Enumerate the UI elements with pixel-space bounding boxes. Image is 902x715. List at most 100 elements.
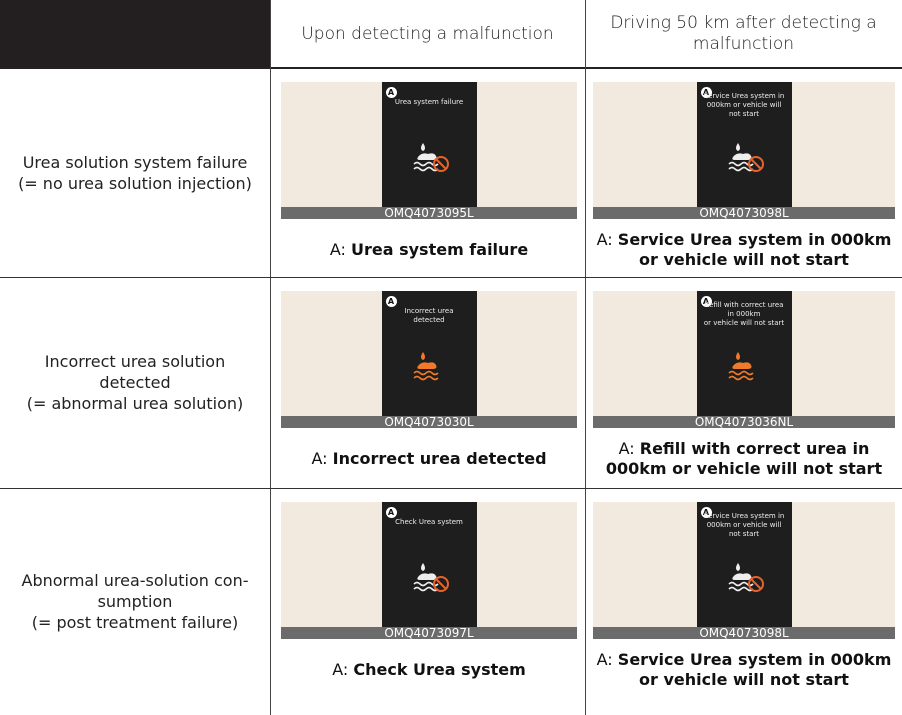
caption-line: A: Refill with correct urea in: [587, 439, 901, 459]
screen-image: A Refill with correct urea in 000km or vehi…: [593, 291, 895, 429]
caption-text: Check Urea system: [353, 660, 526, 679]
screen-text: Refill with correct urea in 000km or vehic…: [701, 301, 788, 328]
display-panel: A Incorrect urea detected: [381, 291, 477, 416]
label-line: (= post treatment failure): [31, 613, 239, 632]
caption-line: 000km or vehicle will not start: [587, 459, 901, 479]
rule: [0, 488, 902, 489]
caption-prefix: A:: [332, 660, 349, 679]
screen-line: 000km or vehicle will: [706, 521, 782, 529]
label-line: detected: [99, 373, 171, 392]
display-panel: A Urea system failure: [381, 82, 477, 207]
warning-icon: [725, 349, 765, 383]
badge: A: [700, 507, 712, 518]
screen-line: detected: [413, 316, 445, 324]
image-code: OMQ4073097L: [281, 627, 577, 640]
screen-text: Service Urea system in 000km or vehicle w…: [701, 512, 788, 539]
display-panel: A Service Urea system in 000km or vehicle …: [696, 502, 792, 627]
image-code: OMQ4073095L: [281, 207, 577, 220]
screen-text: Service Urea system in 000km or vehicle w…: [701, 92, 788, 119]
screen-line: Incorrect urea: [404, 307, 454, 315]
screen-image: A Service Urea system in 000km or vehicle …: [593, 82, 895, 220]
screen-line: Urea system failure: [394, 98, 464, 106]
column-rule: [585, 0, 586, 715]
caption-text: Refill with correct urea in: [639, 439, 870, 458]
screen-text: Incorrect urea detected: [386, 307, 473, 325]
warning-icon: [725, 140, 765, 174]
warning-icon: [410, 349, 450, 383]
row-label: Incorrect urea solution detected (= abnorm…: [0, 277, 270, 488]
badge: A: [700, 87, 712, 98]
display-panel: A Service Urea system in 000km or vehicle …: [696, 82, 792, 207]
caption-line: or vehicle will not start: [587, 670, 901, 690]
row-label: Abnormal urea-solution con-sumption (= po…: [0, 488, 270, 715]
caption-text: or vehicle will not start: [639, 250, 849, 269]
screen-image: A Incorrect urea detected OMQ4073030L: [281, 291, 577, 429]
screen-line: Refill with correct urea: [704, 301, 784, 309]
badge: A: [385, 296, 397, 307]
badge: A: [700, 296, 712, 307]
caption-prefix: A:: [311, 449, 328, 468]
image-code: OMQ4073098L: [593, 627, 895, 640]
caption: A: Refill with correct urea in 000km or v…: [587, 439, 901, 479]
caption-text: Urea system failure: [350, 240, 529, 259]
caption-line: A: Check Urea system: [275, 660, 583, 680]
row-label: Urea solution system failure (= no urea s…: [0, 68, 270, 277]
label-line: Incorrect urea solution: [44, 352, 226, 371]
screen-image: A Urea system failure OMQ4073095L: [281, 82, 577, 220]
column-rule: [270, 0, 271, 715]
icon-graphic: [727, 352, 754, 381]
badge: A: [385, 507, 397, 518]
icon-graphic: [412, 143, 449, 172]
caption-prefix: A:: [618, 439, 635, 458]
label-line: (= abnormal urea solution): [26, 394, 244, 413]
header-cell: Driving 50 km after detecting a malfunct…: [610, 13, 877, 54]
caption-prefix: A:: [596, 650, 613, 669]
icon-graphic: [727, 143, 764, 172]
caption-prefix: A:: [596, 230, 613, 249]
caption-line: A: Urea system failure: [275, 240, 583, 260]
display-panel: A Refill with correct urea in 000km or vehi…: [696, 291, 792, 416]
caption-line: A: Service Urea system in 000km: [587, 230, 901, 250]
image-code: OMQ4073098L: [593, 207, 895, 220]
screen-line: Check Urea system: [395, 518, 463, 526]
caption: A: Service Urea system in 000km or vehicl…: [587, 650, 901, 690]
screen-image: A Service Urea system in 000km or vehicle …: [593, 502, 895, 640]
warning-icon: [410, 560, 450, 594]
screen-line: or vehicle will not start: [703, 319, 785, 327]
header-cell: Upon detecting a malfunction: [301, 23, 554, 44]
caption-prefix: A:: [329, 240, 346, 259]
caption: A: Check Urea system: [275, 660, 583, 680]
image-code: OMQ4073036NL: [593, 416, 895, 429]
icon-graphic: [412, 563, 449, 592]
screen-text: Urea system failure: [386, 98, 473, 107]
caption-text: Incorrect urea detected: [332, 449, 547, 468]
screen-line: not start: [729, 530, 759, 538]
label-line: Urea solution system failure: [22, 152, 248, 172]
caption-line: or vehicle will not start: [587, 250, 901, 270]
icon-graphic: [727, 563, 764, 592]
label-line: (= no urea solution injection): [18, 173, 252, 193]
screen-line: 000km or vehicle will: [706, 101, 782, 109]
header-corner: [0, 0, 270, 68]
caption-line: A: Service Urea system in 000km: [587, 650, 901, 670]
caption: A: Incorrect urea detected: [275, 449, 583, 469]
rule: [0, 67, 902, 69]
caption-line: A: Incorrect urea detected: [275, 449, 583, 469]
caption: A: Service Urea system in 000km or vehicl…: [587, 230, 901, 270]
display-panel: A Check Urea system: [381, 502, 477, 627]
image-code: OMQ4073030L: [281, 416, 577, 429]
icon-graphic: [412, 352, 439, 381]
screen-line: not start: [729, 110, 759, 118]
caption-text: Service Urea system in 000km: [617, 650, 892, 669]
caption-text: Service Urea system in 000km: [617, 230, 892, 249]
screen-line: Service Urea system in: [703, 92, 785, 100]
warning-icon: [725, 560, 765, 594]
label-line: Abnormal urea-solution con-: [21, 571, 249, 590]
screen-line: in 000km: [727, 310, 761, 318]
rule: [0, 277, 902, 278]
label-line: sumption: [97, 592, 173, 611]
caption: A: Urea system failure: [275, 240, 583, 260]
caption-text: or vehicle will not start: [639, 670, 849, 689]
badge: A: [385, 87, 397, 98]
